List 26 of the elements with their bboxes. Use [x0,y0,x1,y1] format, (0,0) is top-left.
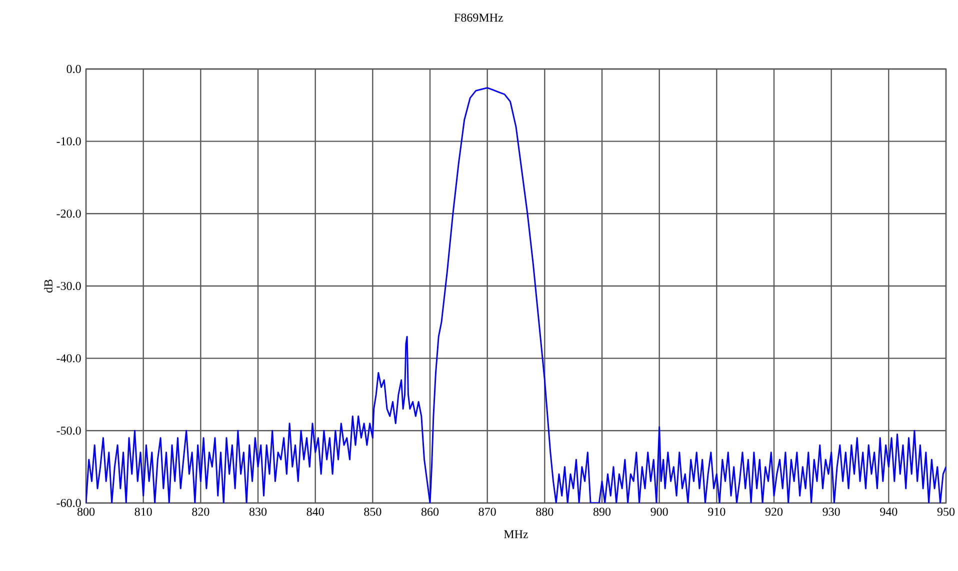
x-axis-title: MHz [504,530,528,538]
x-tick-label: 900 [650,508,668,516]
x-tick-label: 870 [478,508,496,516]
y-tick-label: -30.0 [56,282,81,290]
x-tick-label: 860 [421,508,439,516]
x-tick-label: 850 [364,508,382,516]
x-tick-label: 880 [536,508,554,516]
x-tick-label: 830 [249,508,267,516]
x-tick-label: 940 [880,508,898,516]
x-tick-label: 890 [593,508,611,516]
y-tick-label: 0.0 [66,64,81,74]
y-tick-label: -20.0 [56,210,81,218]
x-tick-label: 800 [77,508,95,516]
y-tick-label: -50.0 [56,426,81,435]
y-tick-label: -40.0 [56,354,81,362]
x-tick-label: 840 [306,508,324,516]
y-tick-label: -60.0 [56,498,81,508]
x-tick-label: 950 [937,508,955,516]
x-tick-label: 910 [708,508,726,516]
chart-title: F869MHz [454,14,504,22]
x-tick-label: 810 [134,508,152,516]
x-tick-label: 920 [765,508,783,516]
x-tick-label: 820 [192,508,210,516]
y-axis-title: dB [44,280,52,293]
x-tick-label: 930 [822,508,840,516]
y-tick-label: -10.0 [56,137,81,146]
